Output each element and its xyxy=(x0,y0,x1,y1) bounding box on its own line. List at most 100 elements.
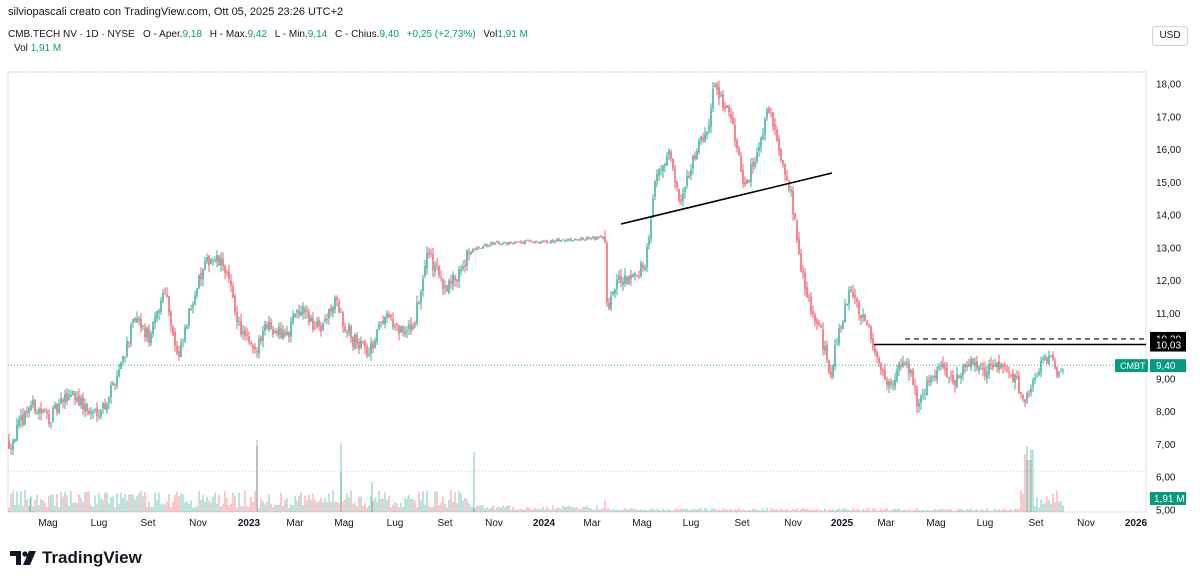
volume-bar xyxy=(1040,499,1042,512)
volume-bar xyxy=(876,510,878,512)
volume-bar xyxy=(68,505,70,512)
candle-body xyxy=(986,372,988,378)
candle-body xyxy=(96,407,98,417)
currency-button[interactable]: USD xyxy=(1152,26,1188,46)
volume-bar xyxy=(112,496,114,512)
candle-body xyxy=(740,156,742,172)
candle-body xyxy=(834,344,836,367)
last-price-badge xyxy=(1150,359,1186,373)
volume-bar xyxy=(806,508,808,512)
candle-body xyxy=(398,325,400,334)
candle-body xyxy=(576,239,578,241)
candle-body xyxy=(200,273,202,280)
volume-bar xyxy=(892,508,894,512)
volume-bar xyxy=(938,508,940,512)
volume-bar xyxy=(416,507,418,512)
x-tick-label: Set xyxy=(734,518,749,529)
volume-bar xyxy=(58,507,60,512)
volume-bar xyxy=(473,452,475,512)
candle-body xyxy=(1024,399,1026,403)
high-label: H - Max. xyxy=(209,29,248,40)
volume-bar xyxy=(100,498,102,512)
volume-bar xyxy=(366,507,368,512)
tradingview-logo[interactable]: TradingView xyxy=(10,548,142,568)
volume-bar xyxy=(942,508,944,512)
candle-body xyxy=(560,239,562,242)
candle-body xyxy=(704,133,706,142)
candle-body xyxy=(110,385,112,398)
candle-body xyxy=(696,151,698,160)
volume-bar xyxy=(712,508,714,512)
volume-bar xyxy=(958,508,960,512)
candle-body xyxy=(824,346,826,352)
x-tick-label: Mar xyxy=(877,518,895,529)
candle-body xyxy=(296,309,298,313)
candle-body xyxy=(678,189,680,202)
candle-body xyxy=(476,247,478,250)
candle-body xyxy=(724,106,726,109)
candle-body xyxy=(844,305,846,323)
candle-body xyxy=(956,373,958,388)
candle-body xyxy=(772,112,774,126)
candle-body xyxy=(588,237,590,239)
volume-bar xyxy=(692,508,694,512)
vol-value: 1,91 M xyxy=(497,29,528,40)
volume-bar xyxy=(338,503,340,512)
volume-bar xyxy=(52,494,54,512)
candle-body xyxy=(94,409,96,411)
candle-body xyxy=(24,411,26,425)
candle-body xyxy=(676,180,678,188)
volume-bar xyxy=(442,496,444,512)
volume-bar xyxy=(880,508,882,512)
volume-bar xyxy=(386,499,388,512)
symbol-line[interactable]: CMB.TECH NV · 1D · NYSE xyxy=(8,29,135,40)
volume-bar xyxy=(498,506,500,512)
volume-bar xyxy=(998,508,1000,512)
candle-body xyxy=(84,404,86,412)
volume-bar xyxy=(482,505,484,512)
candle-body xyxy=(828,360,830,374)
candle-body xyxy=(566,239,568,241)
candle-body xyxy=(862,314,864,318)
candle-body xyxy=(48,413,50,424)
volume-bar xyxy=(598,509,600,512)
candle-body xyxy=(644,267,646,270)
volume-bar xyxy=(444,503,446,512)
candle-body xyxy=(874,347,876,353)
volume-bar xyxy=(886,508,888,512)
candle-body xyxy=(408,324,410,330)
x-tick-label: Lug xyxy=(977,518,994,529)
volume-bar xyxy=(966,508,968,512)
candle-body xyxy=(622,281,624,285)
volume-bar xyxy=(308,494,310,512)
candle-body xyxy=(756,152,758,162)
candle-body xyxy=(468,252,470,255)
ticker-badge xyxy=(1115,359,1148,373)
volume-bar xyxy=(918,510,920,512)
candle-body xyxy=(412,325,414,330)
candle-body xyxy=(178,351,180,357)
volume-bar xyxy=(662,508,664,512)
volume-bar xyxy=(732,510,734,512)
volume-bar xyxy=(594,509,596,512)
volume-bar xyxy=(544,509,546,512)
candle-body xyxy=(306,311,308,312)
volume-bar xyxy=(1030,449,1032,512)
volume-bar xyxy=(504,507,506,512)
volume-bar xyxy=(434,491,436,512)
candle-body xyxy=(330,307,332,312)
volume-bar xyxy=(152,506,154,512)
volume-bar xyxy=(618,510,620,512)
volume-bar xyxy=(166,501,168,512)
candle-body xyxy=(822,328,824,350)
volume-bar xyxy=(734,509,736,512)
candle-body xyxy=(864,314,866,322)
volume-bar xyxy=(790,510,792,512)
candle-body xyxy=(428,251,430,255)
volume-bar xyxy=(722,508,724,512)
candle-body xyxy=(640,263,642,277)
volume-bar xyxy=(592,509,594,512)
volume-bar xyxy=(270,503,272,512)
candle-body xyxy=(860,314,862,319)
